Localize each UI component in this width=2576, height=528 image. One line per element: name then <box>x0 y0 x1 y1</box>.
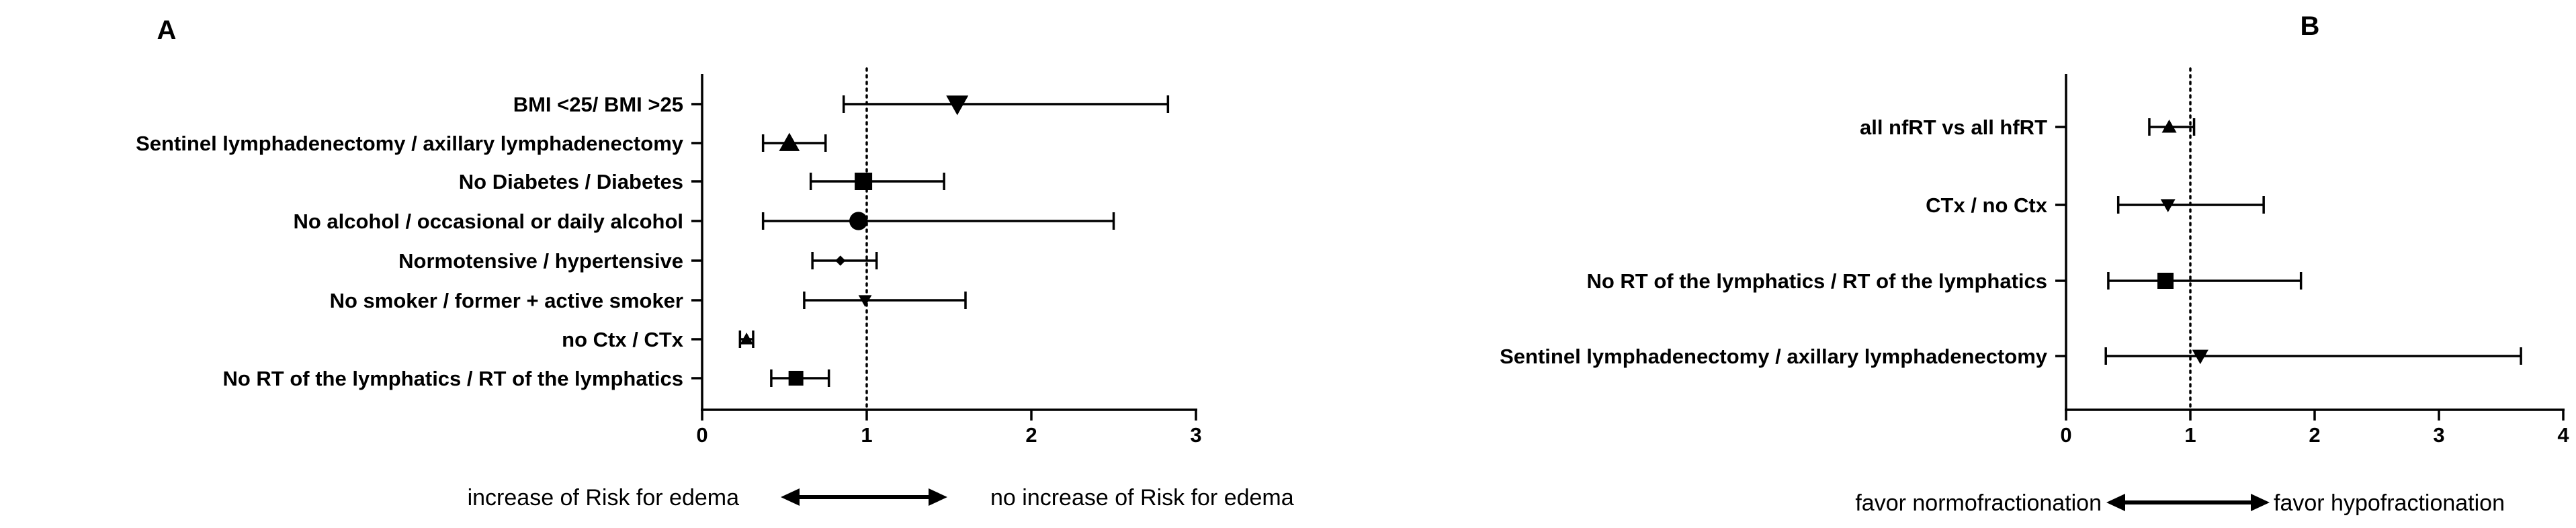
x-tick-label: 1 <box>2184 423 2196 447</box>
arrowhead-left-icon <box>2106 494 2125 511</box>
direction-label-left: favor normofractionation <box>1855 490 2102 516</box>
x-tick-label: 4 <box>2557 423 2569 447</box>
panel-a-forest-plot: A 0 1 2 3 BMI <25/ BMI >25 Sentinel lymphadene… <box>136 15 1294 511</box>
estimate-marker <box>2157 273 2174 289</box>
panel-b-forest-plot: B 0 1 2 3 4 all nfRT vs all hfRT CTx / no Ctx No… <box>1500 11 2569 516</box>
x-tick-label: 0 <box>2060 423 2071 447</box>
forest-row: BMI <25/ BMI >25 <box>513 93 1170 116</box>
estimate-marker <box>849 212 868 230</box>
row-label: No RT of the lymphatics / RT of the lymp… <box>222 367 683 390</box>
forest-row: Sentinel lymphadenectomy / axillary lymp… <box>1500 345 2522 368</box>
direction-annotation: increase of Risk for edema no increase of… <box>468 485 1294 511</box>
row-label: all nfRT vs all hfRT <box>1860 116 2047 139</box>
row-label: No RT of the lymphatics / RT of the lymp… <box>1586 269 2047 293</box>
row-label: No smoker / former + active smoker <box>330 289 683 312</box>
row-label: CTx / no Ctx <box>1926 193 2048 217</box>
x-tick-label: 2 <box>2309 423 2320 447</box>
x-tick-label: 0 <box>696 423 707 447</box>
row-label: no Ctx / CTx <box>562 328 684 351</box>
arrowhead-right-icon <box>929 488 947 506</box>
panel-letter: B <box>2301 11 2320 41</box>
x-tick-label: 1 <box>861 423 872 447</box>
direction-annotation: favor normofractionation favor hypofracti… <box>1855 490 2505 516</box>
row-label: BMI <25/ BMI >25 <box>513 93 683 116</box>
row-label: Sentinel lymphadenectomy / axillary lymp… <box>1500 345 2048 368</box>
forest-row: No RT of the lymphatics / RT of the lymp… <box>222 367 830 390</box>
forest-row: No RT of the lymphatics / RT of the lymp… <box>1586 269 2303 293</box>
estimate-marker <box>2160 199 2176 212</box>
forest-row: No smoker / former + active smoker <box>330 289 967 312</box>
direction-label-right: favor hypofractionation <box>2274 490 2505 516</box>
forest-row: Normotensive / hypertensive <box>398 249 878 273</box>
x-tick-label: 3 <box>1190 423 1201 447</box>
arrowhead-right-icon <box>2251 494 2270 511</box>
estimate-marker <box>740 333 754 345</box>
forest-row: no Ctx / CTx <box>562 328 755 351</box>
estimate-marker <box>946 95 969 116</box>
estimate-marker <box>2161 120 2177 133</box>
x-tick-label: 3 <box>2433 423 2444 447</box>
estimate-marker <box>855 173 873 190</box>
forest-row: all nfRT vs all hfRT <box>1860 116 2196 139</box>
row-label: Sentinel lymphadenectomy / axillary lymp… <box>136 132 684 155</box>
forest-row: CTx / no Ctx <box>1926 193 2265 217</box>
row-label: No Diabetes / Diabetes <box>459 170 683 193</box>
estimate-marker <box>858 295 872 307</box>
estimate-marker <box>788 371 804 386</box>
direction-label-left: increase of Risk for edema <box>468 485 739 511</box>
forest-row: Sentinel lymphadenectomy / axillary lymp… <box>136 132 827 155</box>
estimate-marker <box>2192 349 2208 365</box>
x-tick-label: 2 <box>1025 423 1037 447</box>
estimate-marker <box>779 132 800 151</box>
panel-letter: A <box>157 15 177 45</box>
row-label: Normotensive / hypertensive <box>398 249 683 273</box>
estimate-marker <box>835 255 846 266</box>
arrowhead-left-icon <box>781 488 800 506</box>
forest-row: No Diabetes / Diabetes <box>459 170 945 193</box>
row-label: No alcohol / occasional or daily alcohol <box>293 210 683 233</box>
forest-row: No alcohol / occasional or daily alcohol <box>293 210 1115 233</box>
direction-label-right: no increase of Risk for edema <box>990 485 1294 511</box>
